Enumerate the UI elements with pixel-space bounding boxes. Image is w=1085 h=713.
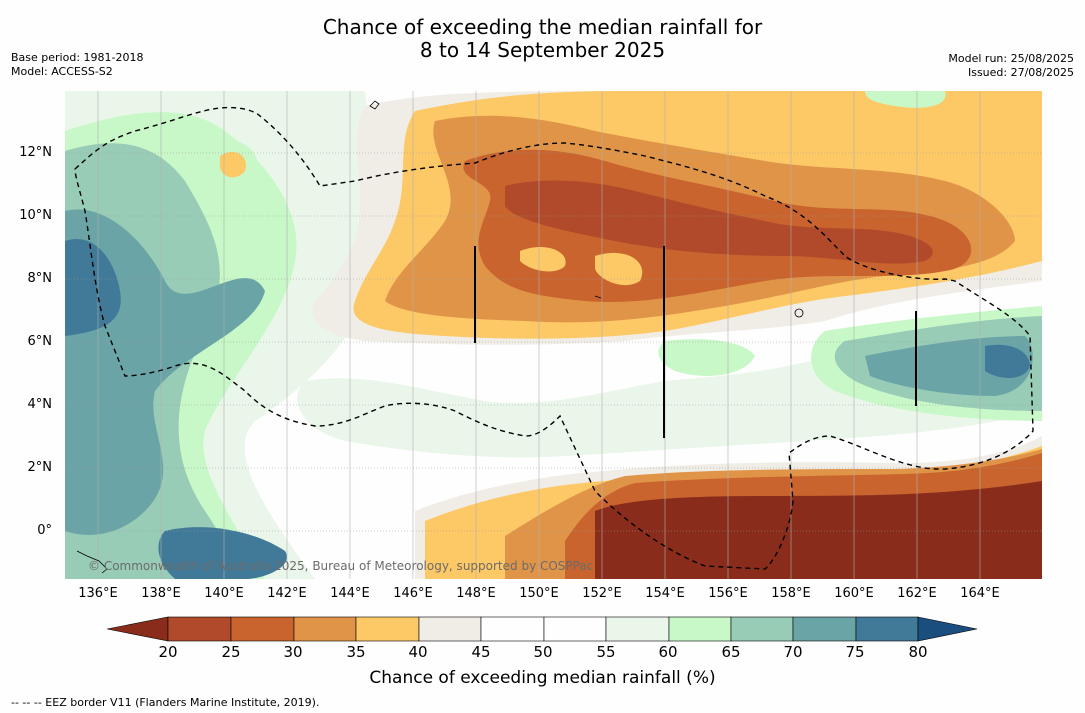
lon-label-158e: 158°E [771, 586, 811, 601]
islands [76, 100, 804, 574]
issued-text: Issued: 27/08/2025 [967, 66, 1074, 79]
colorbar-tick-30: 30 [283, 643, 303, 661]
lon-label-164e: 164°E [960, 586, 1000, 601]
colorbar-50-55 [543, 616, 607, 642]
meta-left: Base period: 1981-2018 Model: ACCESS-S2 [11, 51, 143, 79]
eez-footnote: -- -- -- EEZ border V11 (Flanders Marine… [11, 696, 320, 709]
lon-label-144e: 144°E [330, 586, 370, 601]
colorbar-extend-high [917, 616, 978, 642]
colorbar-70-75 [792, 616, 857, 642]
colorbar-75-80 [855, 616, 919, 642]
lon-label-138e: 138°E [141, 586, 181, 601]
north-dry-band-40c [595, 252, 643, 286]
colorbar [107, 616, 978, 642]
lon-label-150e: 150°E [519, 586, 559, 601]
colorbar-extend-low [107, 616, 169, 642]
colorbar-45-50 [480, 616, 545, 642]
north-wet-spot-60 [865, 91, 946, 108]
colorbar-25-30 [230, 616, 295, 642]
east-wet-band-75 [985, 344, 1030, 378]
west-wet-band-75b [158, 527, 287, 579]
colorbar-20-25 [167, 616, 232, 642]
vertical-markers [474, 246, 917, 438]
eez-border [74, 106, 1034, 570]
lon-label-136e: 136°E [78, 586, 118, 601]
central-wet-band-55 [297, 306, 1042, 458]
colorbar-30-35 [293, 616, 357, 642]
lat-label-0: 0° [37, 523, 52, 538]
colorbar-tick-55: 55 [596, 643, 616, 661]
colorbar-40-45 [418, 616, 482, 642]
colorbar-tick-70: 70 [783, 643, 803, 661]
north-dry-band-40b [520, 246, 566, 272]
colorbar-tick-65: 65 [721, 643, 741, 661]
north-dry-band-25 [505, 180, 933, 264]
colorbar-60-65 [668, 616, 732, 642]
colorbar-title: Chance of exceeding median rainfall (%) [369, 668, 716, 688]
colorbar-tick-60: 60 [658, 643, 678, 661]
lon-label-148e: 148°E [456, 586, 496, 601]
equator-dry-band-20 [595, 481, 1042, 579]
lat-label-4n: 4°N [27, 397, 53, 412]
lat-label-10n: 10°N [19, 208, 52, 223]
lon-label-154e: 154°E [645, 586, 685, 601]
copyright-text: © Commonwealth of Australia 2025, Bureau… [88, 559, 594, 573]
model-text: Model: ACCESS-S2 [11, 65, 113, 78]
west-wet-band-75a [65, 239, 121, 336]
map-title-line1: Chance of exceeding the median rainfall … [322, 15, 763, 39]
lat-label-2n: 2°N [27, 460, 53, 475]
lon-label-162e: 162°E [897, 586, 937, 601]
lon-label-156e: 156°E [708, 586, 748, 601]
colorbar-35-40 [355, 616, 420, 642]
colorbar-tick-75: 75 [845, 643, 865, 661]
colorbar-tick-50: 50 [533, 643, 553, 661]
lon-label-142e: 142°E [267, 586, 307, 601]
colorbar-55-60 [605, 616, 670, 642]
north-dry-spot-40 [220, 151, 246, 178]
lon-label-146e: 146°E [393, 586, 433, 601]
colorbar-tick-35: 35 [346, 643, 366, 661]
meta-right: Model run: 25/08/2025 Issued: 27/08/2025 [948, 52, 1074, 80]
lat-label-8n: 8°N [27, 271, 53, 286]
lat-label-6n: 6°N [27, 334, 53, 349]
colorbar-tick-80: 80 [908, 643, 928, 661]
base-period-text: Base period: 1981-2018 [11, 51, 144, 64]
central-wet-band-60 [658, 339, 755, 376]
lat-label-12n: 12°N [19, 145, 52, 160]
colorbar-tick-45: 45 [471, 643, 491, 661]
rainfall-probability-map [65, 91, 1042, 579]
lon-label-140e: 140°E [204, 586, 244, 601]
lon-label-160e: 160°E [834, 586, 874, 601]
colorbar-tick-25: 25 [221, 643, 241, 661]
graticule [65, 152, 1042, 532]
map-title-line2: 8 to 14 September 2025 [419, 38, 666, 62]
colorbar-tick-20: 20 [158, 643, 178, 661]
colorbar-tick-40: 40 [408, 643, 428, 661]
lon-label-152e: 152°E [582, 586, 622, 601]
colorbar-65-70 [730, 616, 794, 642]
model-run-text: Model run: 25/08/2025 [948, 52, 1074, 65]
